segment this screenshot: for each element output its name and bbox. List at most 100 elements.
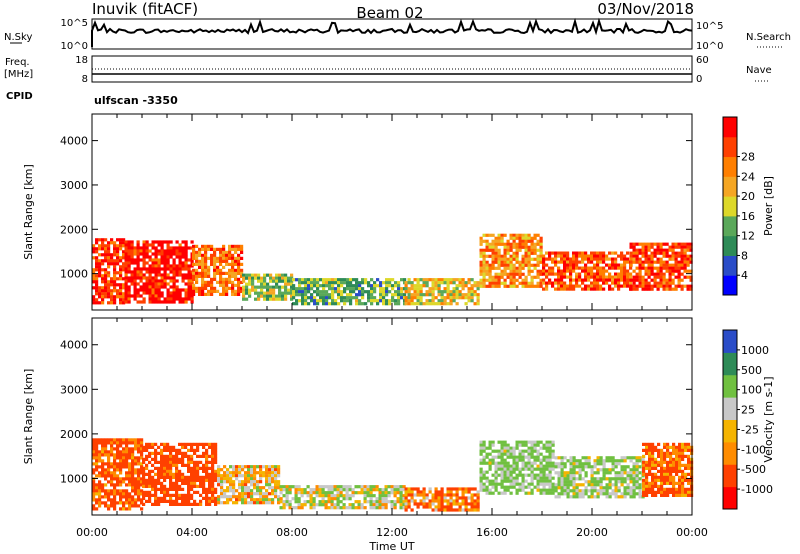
echo-cell <box>668 245 672 249</box>
echo-cell <box>237 259 241 263</box>
echo-cell <box>416 278 420 282</box>
echo-cell <box>104 468 108 472</box>
echo-cell <box>136 264 140 268</box>
echo-cell <box>290 288 294 292</box>
echo-cell <box>113 456 117 460</box>
echo-cell <box>407 502 411 506</box>
echo-cell <box>166 291 170 295</box>
echo-cell <box>133 291 137 295</box>
echo-cell <box>107 286 111 290</box>
echo-cell <box>611 489 615 493</box>
echo-cell <box>253 471 257 475</box>
echo-cell <box>113 295 117 299</box>
echo-cell <box>572 474 576 478</box>
echo-cell <box>151 285 155 289</box>
echo-cell <box>151 451 155 455</box>
echo-cell <box>140 489 144 493</box>
echo-cell <box>527 458 531 462</box>
echo-cell <box>304 290 308 294</box>
echo-cell <box>419 502 423 506</box>
echo-cell <box>216 256 220 260</box>
echo-cell <box>611 468 615 472</box>
echo-cell <box>548 473 552 477</box>
echo-cell <box>92 277 96 281</box>
echo-cell <box>214 469 218 473</box>
echo-cell <box>216 280 220 284</box>
echo-cell <box>605 257 609 261</box>
echo-cell <box>488 269 492 273</box>
echo-cell <box>266 294 270 298</box>
echo-cell <box>512 242 516 246</box>
echo-cell <box>181 493 185 497</box>
echo-cell <box>148 493 152 497</box>
echo-cell <box>119 241 123 245</box>
echo-cell <box>382 299 386 303</box>
echo-cell <box>611 459 615 463</box>
echo-cell <box>677 242 681 246</box>
echo-cell <box>384 491 388 495</box>
echo-cell <box>391 287 395 291</box>
echo-cell <box>645 487 649 491</box>
echo-cell <box>244 486 248 490</box>
echo-cell <box>256 492 260 496</box>
echo-cell <box>244 480 248 484</box>
echo-cell <box>119 471 123 475</box>
echo-cell <box>178 460 182 464</box>
echo-cell <box>199 475 203 479</box>
echo-cell <box>509 470 513 474</box>
echo-cell <box>548 446 552 450</box>
echo-cell <box>142 264 146 268</box>
echo-cell <box>521 473 525 477</box>
echo-cell <box>467 496 471 500</box>
echo-cell <box>521 284 525 288</box>
echo-cell <box>632 480 636 484</box>
echo-cell <box>687 472 691 476</box>
echo-cell <box>578 260 582 264</box>
echo-cell <box>163 285 167 289</box>
echo-cell <box>533 458 537 462</box>
echo-cell <box>241 489 245 493</box>
echo-cell <box>337 296 341 300</box>
echo-cell <box>599 489 603 493</box>
echo-cell <box>107 468 111 472</box>
echo-cell <box>297 491 301 495</box>
echo-cell <box>178 267 182 271</box>
echo-cell <box>494 245 498 249</box>
echo-cell <box>382 287 386 291</box>
echo-cell <box>509 446 513 450</box>
echo-cell <box>376 278 380 282</box>
echo-cell <box>184 502 188 506</box>
echo-cell <box>110 241 114 245</box>
echo-cell <box>310 287 314 291</box>
echo-cell <box>217 495 221 499</box>
echo-cell <box>256 498 260 502</box>
colorbar-swatch <box>723 330 737 353</box>
echo-cell <box>253 468 257 472</box>
echo-cell <box>140 492 144 496</box>
echo-cell <box>136 288 140 292</box>
echo-cell <box>175 240 179 244</box>
echo-cell <box>666 454 670 458</box>
echo-cell <box>672 475 676 479</box>
echo-cell <box>119 301 123 305</box>
echo-cell <box>275 282 279 286</box>
echo-cell <box>443 296 447 300</box>
echo-cell <box>277 483 281 487</box>
echo-cell <box>635 483 639 487</box>
echo-cell <box>300 488 304 492</box>
x-tick-label: 20:00 <box>576 526 608 539</box>
echo-cell <box>662 263 666 267</box>
echo-cell <box>656 275 660 279</box>
echo-cell <box>428 299 432 303</box>
echo-cell <box>232 495 236 499</box>
echo-cell <box>488 254 492 258</box>
echo-cell <box>151 493 155 497</box>
echo-cell <box>139 258 143 262</box>
echo-cell <box>125 507 129 511</box>
echo-cell <box>187 496 191 500</box>
echo-cell <box>605 281 609 285</box>
echo-cell <box>587 269 591 273</box>
echo-cell <box>485 284 489 288</box>
echo-cell <box>172 246 176 250</box>
echo-cell <box>175 460 179 464</box>
